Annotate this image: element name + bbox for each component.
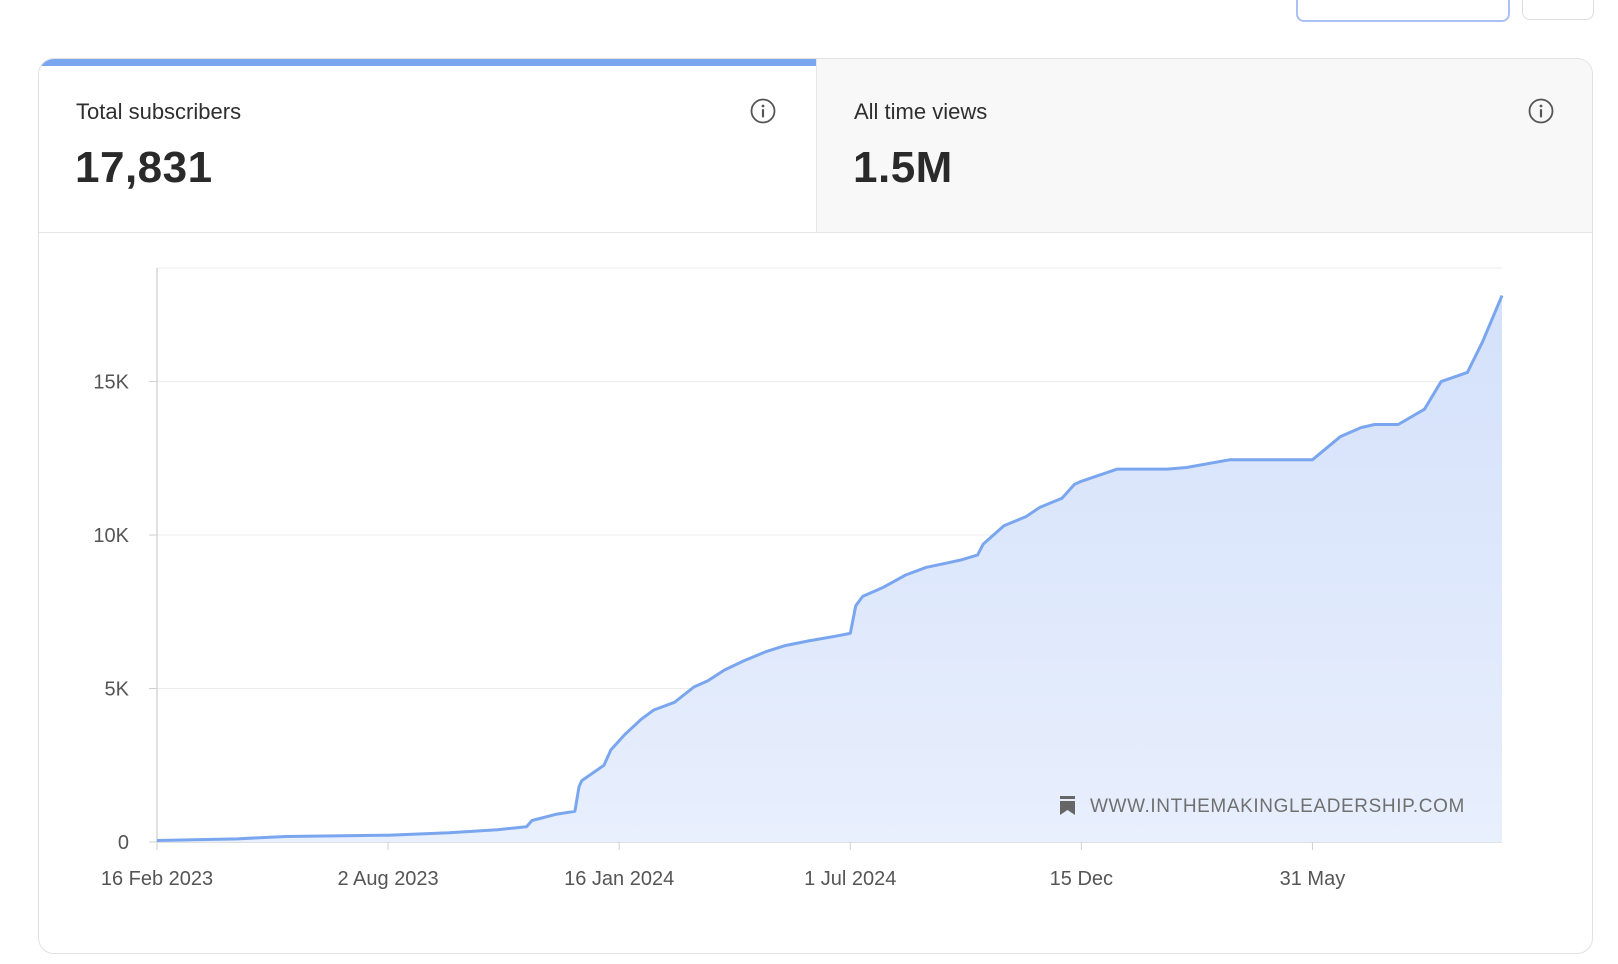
watermark: WWW.INTHEMAKINGLEADERSHIP.COM [1060,796,1465,817]
y-tick-label: 10K [93,525,129,547]
info-icon[interactable] [1528,98,1554,124]
x-tick-label: 16 Jan 2024 [564,868,674,890]
y-tick-label: 5K [105,679,130,701]
bookmark-icon [1060,796,1075,815]
stat-label: All time views [854,99,988,124]
y-tick-label: 0 [118,832,129,854]
stat-label: Total subscribers [76,99,242,124]
x-tick-label: 15 Dec [1050,868,1113,890]
info-icon[interactable] [750,98,776,124]
chart-svg: 0 5K 10K 15K 16 Feb 2023 2 Aug 2023 16 Jan 202… [93,267,1504,890]
x-tick-label: 2 Aug 2023 [337,868,438,890]
y-tick-label: 15K [93,372,129,394]
secondary-toolbar-button[interactable] [1522,0,1594,20]
subscribers-chart: 0 5K 10K 15K 16 Feb 2023 2 Aug 2023 16 Jan 202… [39,233,1592,953]
tab-total-subscribers[interactable]: Total subscribers 17,831 [39,59,817,232]
primary-toolbar-button[interactable] [1296,0,1510,22]
tab-all-time-views[interactable]: All time views 1.5M [817,59,1592,232]
subscribers-card: Total subscribers 17,831 All time views … [38,58,1593,954]
stat-value: 1.5M [853,143,953,192]
stat-value: 17,831 [75,143,213,192]
watermark-text: WWW.INTHEMAKINGLEADERSHIP.COM [1090,796,1465,817]
x-tick-label: 31 May [1280,868,1346,890]
x-tick-label: 16 Feb 2023 [101,868,213,890]
x-tick-label: 1 Jul 2024 [804,868,896,890]
area-fill [157,295,1502,843]
stats-tabs: Total subscribers 17,831 All time views … [39,59,1592,233]
series-line [156,295,1504,842]
